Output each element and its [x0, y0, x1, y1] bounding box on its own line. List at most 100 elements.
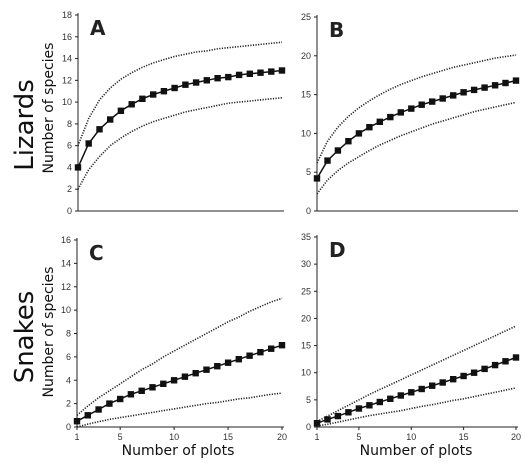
mean-point — [418, 385, 425, 393]
mean-point — [345, 409, 352, 416]
panel-letter: D — [329, 238, 346, 262]
x-axis-label-right: Number of plots — [360, 443, 473, 459]
y-tick-label: 14 — [62, 54, 72, 64]
mean-point — [450, 376, 457, 383]
series-lower-line — [77, 97, 283, 190]
x-tick-label: 1 — [74, 432, 79, 442]
x-tick-label: 15 — [223, 432, 233, 442]
mean-point — [481, 84, 488, 91]
mean-point — [408, 389, 415, 396]
mean-point — [460, 89, 467, 96]
mean-point — [470, 369, 478, 376]
mean-point — [128, 101, 135, 108]
series-lower-line — [76, 392, 283, 428]
mean-point — [181, 373, 189, 380]
mean-point — [439, 379, 446, 386]
x-axis-label-left: Number of plots — [122, 443, 235, 459]
panel-b: 0 5 10 15 20 25 B — [301, 12, 520, 216]
mean-point — [470, 86, 478, 94]
mean-point — [481, 365, 488, 373]
y-tick-label: 10 — [62, 97, 72, 107]
y-tick-label: 16 — [61, 235, 71, 245]
mean-point — [268, 345, 275, 352]
panel-a: 0 2 4 6 8 10 12 14 16 18 A — [62, 10, 286, 216]
y-tick-label: 5 — [306, 395, 311, 405]
y-tick-label: 6 — [66, 352, 71, 362]
mean-point — [387, 395, 394, 402]
y-tick-label: 14 — [61, 258, 71, 268]
mean-point — [366, 124, 373, 131]
mean-point — [117, 107, 125, 114]
series-lower-line — [316, 101, 517, 195]
x-tick-label: 10 — [406, 432, 416, 442]
y-tick-label: 0 — [67, 206, 72, 216]
y-tick-label: 12 — [62, 75, 72, 85]
mean-point — [214, 75, 221, 82]
mean-point — [278, 67, 286, 74]
mean-point — [324, 416, 331, 423]
y-axis-label-top: Number of species — [41, 43, 57, 174]
y-tick-label: 10 — [61, 305, 71, 315]
y-tick-label: 20 — [301, 51, 311, 61]
y-axis-label-bottom: Number of species — [41, 267, 57, 398]
mean-point — [149, 384, 156, 391]
series-upper-line — [316, 54, 517, 164]
mean-point — [246, 352, 253, 359]
series-upper-line — [77, 41, 283, 146]
mean-point — [429, 382, 436, 389]
y-tick-label: 18 — [62, 10, 72, 20]
x-tick-label: 10 — [169, 432, 179, 442]
mean-point — [491, 361, 499, 369]
y-tick-label: 8 — [67, 119, 72, 129]
y-tick-label: 5 — [306, 167, 311, 177]
mean-point — [439, 95, 446, 102]
mean-point — [355, 405, 363, 412]
mean-point — [214, 363, 221, 370]
y-tick-label: 0 — [306, 422, 311, 432]
mean-point — [203, 366, 210, 373]
mean-point — [278, 342, 286, 349]
mean-point — [84, 412, 91, 419]
mean-point — [139, 95, 146, 102]
panels: 024681012141618A0510152025B0246810121416… — [61, 10, 521, 442]
mean-point — [502, 79, 509, 87]
mean-point — [345, 138, 352, 145]
y-tick-label: 0 — [306, 206, 311, 216]
mean-point — [235, 71, 243, 79]
y-tick-label: 0 — [66, 422, 71, 432]
x-tick-label: 5 — [356, 432, 361, 442]
series-lower-line — [316, 387, 517, 427]
mean-point — [170, 377, 178, 384]
panel-letter: B — [329, 18, 344, 42]
mean-point — [257, 69, 264, 76]
mean-point — [313, 420, 321, 427]
mean-point — [376, 398, 383, 406]
y-tick-label: 8 — [66, 329, 71, 339]
y-tick-label: 10 — [301, 368, 311, 378]
x-tick-label: 5 — [118, 432, 123, 442]
mean-point — [257, 349, 264, 356]
mean-point — [127, 391, 135, 398]
mean-point — [224, 359, 232, 366]
mean-point — [491, 82, 499, 89]
mean-point — [150, 91, 157, 98]
y-tick-label: 25 — [301, 286, 311, 296]
mean-point — [313, 175, 321, 182]
row-label-snakes: Snakes — [10, 291, 40, 384]
panel-letter: A — [90, 16, 106, 40]
y-tick-label: 35 — [301, 232, 311, 242]
y-tick-label: 12 — [61, 282, 71, 292]
mean-point — [74, 164, 82, 171]
mean-point — [203, 77, 210, 84]
x-tick-label: 20 — [277, 432, 287, 442]
x-tick-label: 1 — [314, 432, 319, 442]
y-tick-label: 2 — [67, 184, 72, 194]
mean-point — [192, 79, 200, 86]
panel-letter: C — [89, 241, 104, 265]
series-upper-line — [76, 297, 283, 416]
y-tick-label: 15 — [301, 341, 311, 351]
mean-point — [246, 70, 253, 77]
mean-point — [355, 130, 363, 137]
x-tick-label: 20 — [511, 432, 521, 442]
series-upper-line — [316, 325, 517, 423]
